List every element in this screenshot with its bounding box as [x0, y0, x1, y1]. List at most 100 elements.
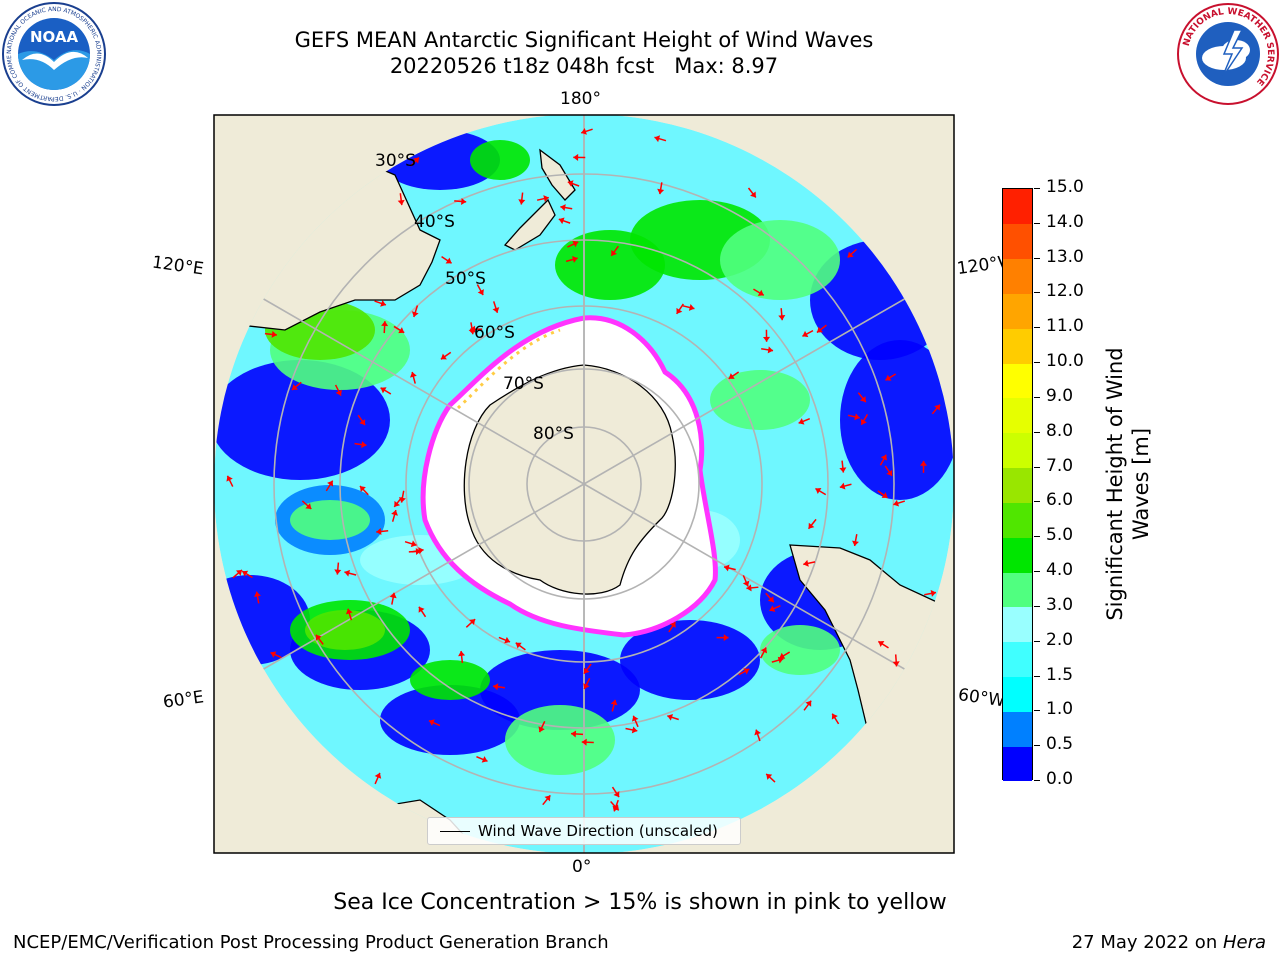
colorbar-tick-label: 12.0 — [1046, 281, 1084, 302]
wave-direction-arrow — [418, 606, 427, 618]
wave-direction-arrow — [374, 300, 387, 307]
lat-label-70s: 70°S — [503, 374, 544, 394]
colorbar-tick — [1034, 710, 1040, 712]
lat-label-80s: 80°S — [533, 424, 574, 444]
legend-text: Wind Wave Direction (unscaled) — [478, 822, 718, 840]
wave-direction-arrow — [654, 135, 667, 143]
wave-direction-arrow — [879, 454, 887, 466]
wave-direction-arrow — [498, 636, 511, 644]
colorbar-segment — [1003, 397, 1032, 434]
colorbar-tick-label: 1.0 — [1046, 699, 1074, 720]
wave-direction-arrow — [892, 654, 900, 667]
colorbar-segment — [1003, 223, 1032, 260]
colorbar-segment — [1003, 537, 1032, 573]
wave-height-patch — [505, 705, 615, 775]
antarctica-landmass — [463, 364, 676, 595]
wave-direction-arrow — [610, 699, 618, 712]
wave-direction-arrow — [931, 404, 941, 415]
wave-direction-arrow — [631, 715, 639, 728]
wave-direction-arrow — [778, 308, 786, 321]
wave-direction-arrow — [885, 373, 897, 381]
wave-direction-arrow — [376, 527, 389, 535]
wave-direction-arrow — [753, 288, 765, 296]
colorbar-tick — [1034, 327, 1040, 329]
colorbar-tick-label: 1.5 — [1046, 664, 1074, 685]
wave-direction-arrow — [716, 634, 729, 642]
wave-direction-arrow — [860, 413, 869, 426]
wave-direction-arrow — [676, 303, 684, 315]
map-border — [213, 114, 955, 854]
wave-height-field — [214, 130, 954, 775]
wave-direction-arrow — [847, 413, 860, 421]
wave-direction-arrow — [389, 592, 397, 605]
wave-direction-arrow — [411, 547, 424, 555]
noaa-logo: NATIONAL OCEANIC AND ATMOSPHERIC ADMINIS… — [0, 0, 106, 106]
wave-direction-arrow — [746, 584, 759, 592]
wave-height-patch — [760, 625, 840, 675]
colorbar-title-line-2: Waves [m] — [1129, 427, 1153, 541]
wave-direction-arrow — [359, 485, 369, 496]
wave-direction-arrow — [611, 786, 620, 798]
wave-direction-arrow — [778, 651, 791, 659]
footer-machine: Hera — [1222, 932, 1266, 953]
colorbar-tick-label: 8.0 — [1046, 420, 1074, 441]
wave-direction-arrow — [380, 387, 392, 395]
wave-height-patch — [840, 340, 954, 500]
colorbar-tick — [1034, 675, 1040, 677]
wave-direction-arrow — [538, 720, 546, 733]
colorbar-tick-label: 0.5 — [1046, 734, 1074, 755]
graticule — [214, 115, 954, 853]
wave-direction-arrow — [558, 217, 571, 225]
colorbar-segment — [1003, 258, 1032, 294]
wave-direction-arrow — [465, 618, 476, 628]
wave-direction-arrow — [536, 195, 549, 203]
colorbar-segment — [1003, 711, 1032, 747]
new-zealand-south — [503, 198, 556, 251]
colorbar-tick-label: 0.0 — [1046, 769, 1074, 789]
wave-direction-arrow — [270, 651, 282, 659]
colorbar-segment — [1003, 328, 1032, 364]
lon-label-180: 180° — [560, 89, 601, 109]
wave-direction-arrow — [657, 182, 665, 195]
wave-direction-arrow — [798, 417, 811, 425]
wave-direction-arrow — [612, 799, 620, 812]
wave-direction-arrow — [920, 460, 928, 473]
wave-direction-arrow — [542, 794, 551, 806]
wave-height-patch — [480, 650, 640, 730]
wave-direction-arrow — [852, 534, 859, 547]
wave-direction-arrow — [815, 487, 827, 496]
wave-direction-arrow — [441, 256, 452, 264]
wave-direction-arrow — [802, 329, 814, 338]
colorbar-title-line-1: Significant Height of Wind — [1103, 347, 1127, 621]
lat-label-60s: 60°S — [474, 323, 515, 343]
wave-direction-arrow — [241, 570, 253, 579]
wave-direction-arrow — [738, 668, 750, 676]
wave-direction-arrow — [803, 700, 812, 711]
wave-direction-arrow — [515, 642, 526, 651]
wave-direction-arrow — [877, 640, 889, 649]
wave-direction-arrow — [583, 663, 592, 675]
wave-direction-arrow — [404, 540, 417, 548]
meridian-line — [254, 483, 585, 675]
wave-direction-arrow — [560, 204, 573, 212]
ice-edge-yellow — [456, 328, 561, 410]
wave-height-patch — [305, 610, 385, 650]
wave-height-patch — [290, 500, 370, 540]
wave-direction-arrow — [839, 482, 852, 490]
colorbar-title: Significant Height of Wind Waves [m] — [1102, 304, 1154, 664]
wave-direction-arrow — [492, 683, 506, 691]
wave-direction-arrow — [761, 346, 774, 354]
wave-direction-arrow — [428, 719, 441, 727]
colorbar-segment — [1003, 572, 1032, 608]
wave-direction-arrow — [803, 559, 816, 567]
colorbar-tick — [1034, 605, 1040, 607]
wave-direction-arrow — [410, 156, 420, 167]
colorbar-tick — [1034, 745, 1040, 747]
wave-direction-arrow — [440, 351, 452, 360]
colorbar-tick-label: 6.0 — [1046, 490, 1074, 511]
wave-direction-arrow — [458, 650, 466, 664]
footer-date: 27 May 2022 on Hera — [1072, 932, 1266, 953]
wave-height-patch — [720, 220, 840, 300]
colorbar-tick-label: 15.0 — [1046, 177, 1084, 197]
colorbar-tick-label: 2.0 — [1046, 629, 1074, 650]
